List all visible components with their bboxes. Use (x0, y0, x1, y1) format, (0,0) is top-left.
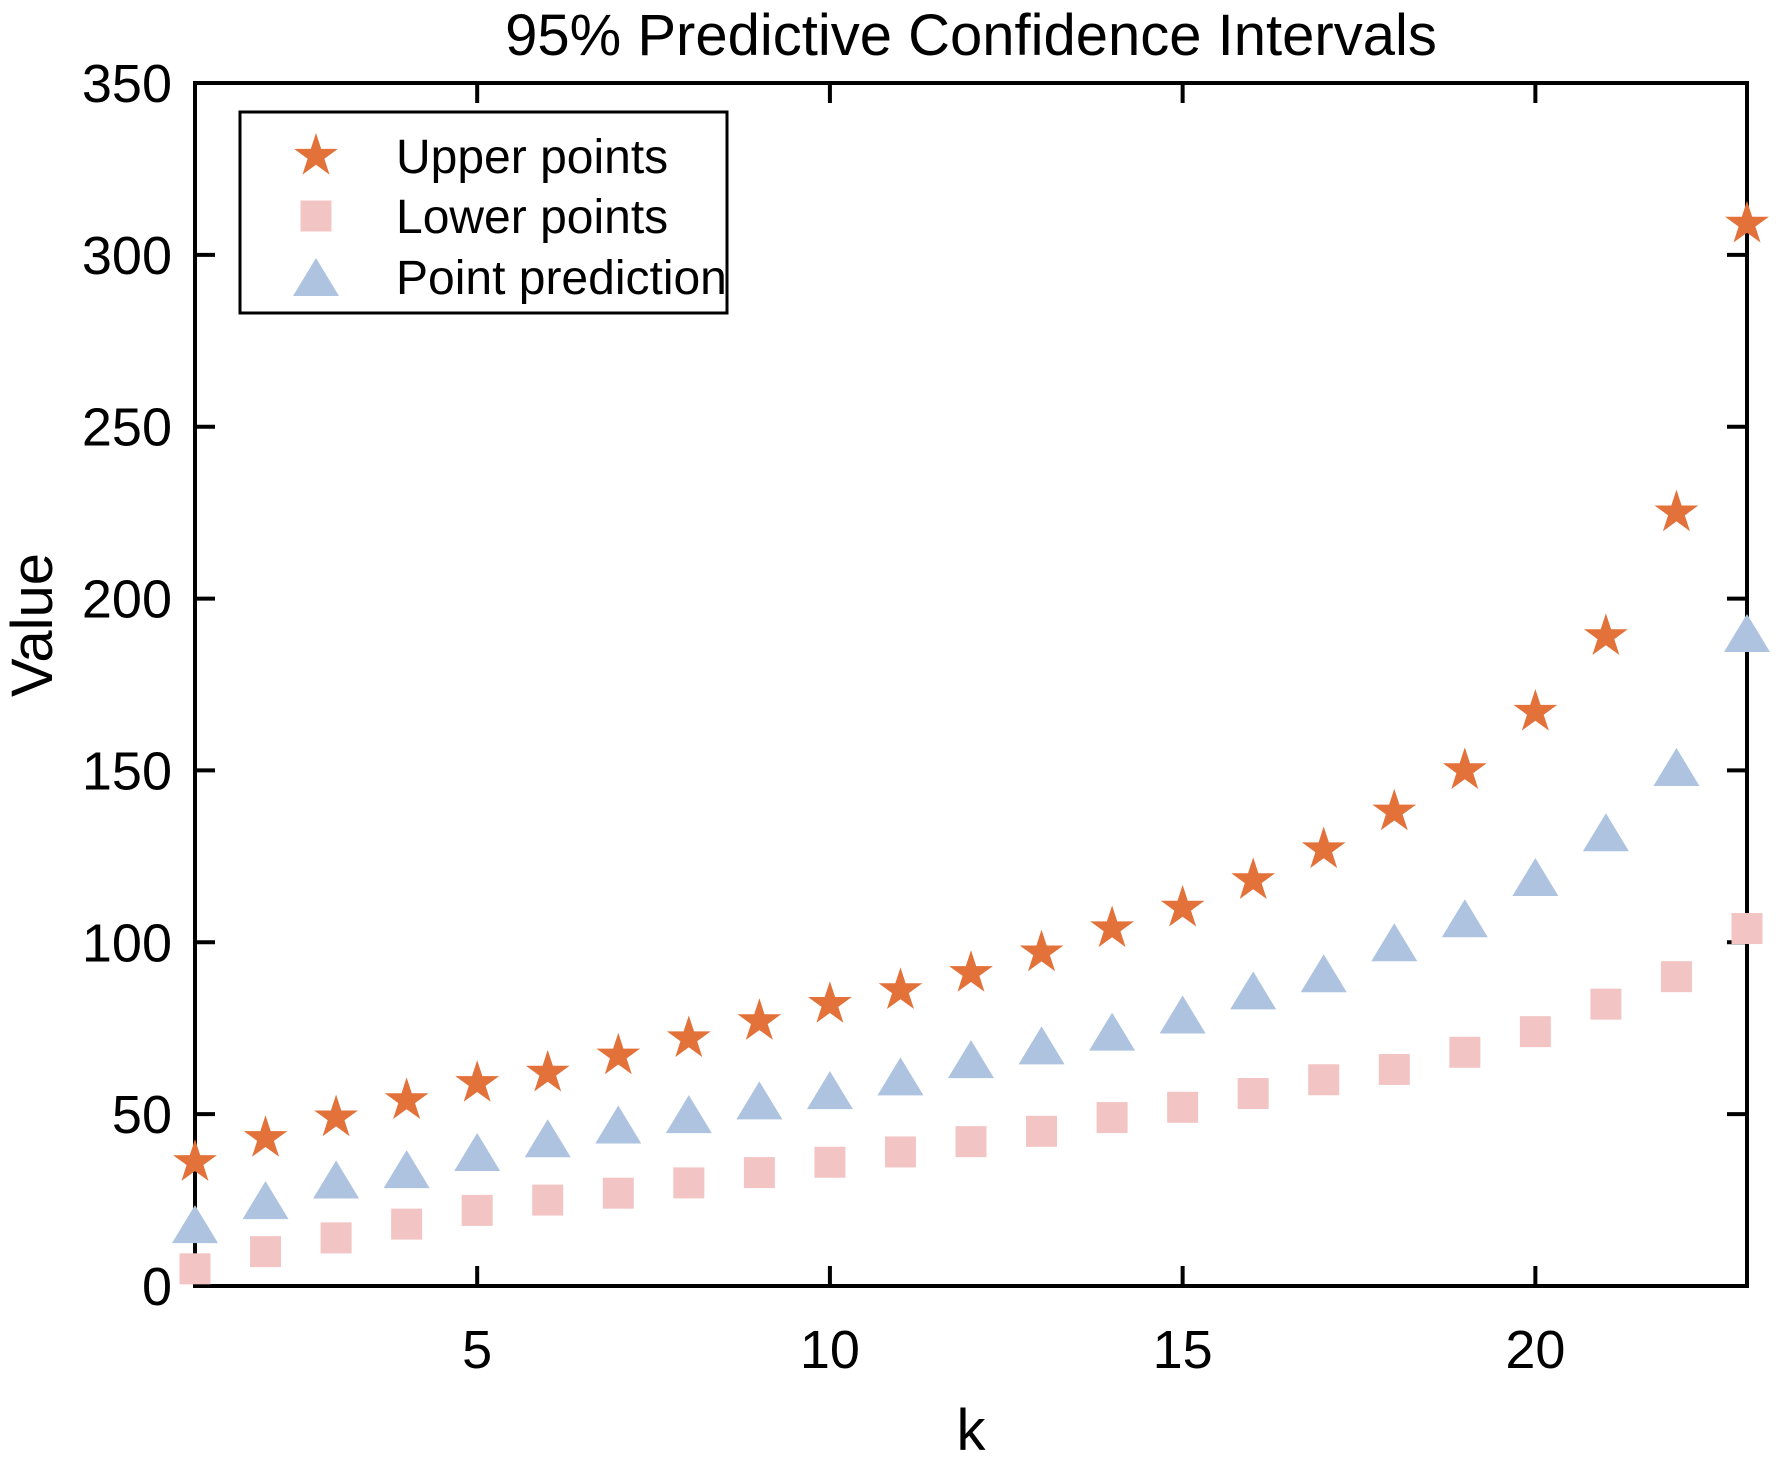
x-tick-label: 15 (1153, 1320, 1213, 1380)
data-point-marker (1654, 489, 1699, 532)
data-point-marker (1653, 747, 1700, 786)
data-point-marker (596, 1032, 641, 1075)
data-point-marker (461, 1194, 493, 1226)
series-square (179, 913, 1763, 1285)
data-point-marker (814, 1146, 846, 1178)
data-point-marker (877, 1057, 924, 1096)
data-point-marker (1300, 954, 1347, 993)
data-point-marker (1449, 1036, 1481, 1068)
data-point-marker (1590, 988, 1622, 1020)
data-point-marker (1582, 813, 1629, 852)
y-tick-label: 50 (112, 1085, 172, 1145)
data-point-marker (1096, 1102, 1128, 1134)
data-point-marker (1372, 788, 1417, 831)
data-point-marker (525, 1049, 570, 1092)
data-point-marker (524, 1119, 571, 1158)
data-point-marker (878, 967, 923, 1009)
data-point-marker (391, 1208, 423, 1240)
legend-label: Upper points (396, 131, 668, 184)
data-point-marker (1308, 1064, 1340, 1096)
data-point-marker (808, 981, 852, 1023)
data-point-marker (1090, 905, 1134, 948)
data-point-marker (243, 1115, 288, 1157)
data-point-marker (737, 998, 782, 1040)
data-point-marker (665, 1095, 712, 1134)
data-point-marker (313, 1160, 360, 1199)
plot-area-border (193, 81, 1749, 1288)
data-point-marker (595, 1105, 642, 1144)
data-point-marker (743, 1157, 775, 1189)
data-point-marker (1519, 1016, 1551, 1048)
data-point-marker (1731, 913, 1763, 945)
data-point-marker (1301, 826, 1346, 869)
legend-label: Point prediction (396, 252, 727, 305)
data-point-marker (454, 1132, 501, 1171)
data-point-marker (320, 1222, 352, 1254)
data-point-marker (948, 1040, 994, 1079)
y-axis-label: Value (0, 553, 65, 697)
data-point-marker (1026, 1115, 1058, 1147)
x-tick-label: 20 (1505, 1320, 1565, 1380)
data-point-marker (1378, 1053, 1410, 1085)
x-axis-label: k (957, 1398, 987, 1459)
data-point-marker (384, 1077, 429, 1119)
data-point-marker (949, 950, 993, 992)
data-point-marker (1441, 899, 1488, 938)
data-point-marker (1237, 1078, 1269, 1110)
y-tick-label: 250 (82, 398, 172, 458)
legend-label: Lower points (396, 191, 668, 244)
data-point-marker (1660, 961, 1692, 993)
legend-star-icon (294, 133, 338, 175)
y-tick-label: 150 (82, 741, 172, 801)
data-point-marker (172, 1205, 218, 1244)
legend: Upper points Lower points Point prediction (238, 110, 729, 315)
data-point-marker (179, 1253, 211, 1285)
data-point-marker (955, 1126, 987, 1158)
legend-square-icon (300, 200, 332, 232)
data-point-marker (1160, 884, 1205, 927)
y-tick-label: 0 (142, 1257, 172, 1317)
data-point-marker (1724, 613, 1770, 652)
data-point-marker (1371, 923, 1418, 962)
data-point-marker (884, 1136, 916, 1168)
data-point-marker (1159, 995, 1206, 1034)
y-tick-label: 350 (82, 54, 172, 114)
data-point-marker (1019, 929, 1064, 972)
y-tick-label: 200 (82, 570, 172, 630)
y-tick-label: 300 (82, 226, 172, 286)
data-point-marker (455, 1060, 500, 1102)
data-point-marker (1231, 857, 1276, 899)
data-point-marker (1584, 613, 1628, 655)
data-point-marker (1513, 689, 1558, 731)
data-point-marker (1442, 747, 1487, 789)
data-point-marker (1167, 1091, 1199, 1123)
data-point-marker (1089, 1012, 1136, 1051)
data-point-marker (666, 1015, 711, 1058)
data-point-marker (1512, 857, 1559, 896)
y-tick-label: 100 (82, 913, 172, 973)
chart-title: 95% Predictive Confidence Intervals (505, 3, 1437, 68)
data-point-marker (242, 1181, 289, 1220)
series-triangle (172, 613, 1770, 1244)
data-point-marker (383, 1150, 430, 1189)
data-point-marker (1725, 200, 1769, 243)
data-point-marker (314, 1094, 358, 1137)
series-star (173, 200, 1769, 1181)
x-tick-label: 10 (800, 1320, 860, 1380)
data-point-marker (602, 1177, 634, 1209)
data-point-marker (532, 1184, 564, 1216)
data-point-marker (736, 1081, 783, 1120)
data-point-marker (1230, 971, 1277, 1010)
data-point-marker (673, 1167, 705, 1199)
data-point-marker (173, 1139, 217, 1181)
legend-triangle-icon (293, 258, 339, 296)
data-point-marker (806, 1071, 853, 1110)
data-point-marker (250, 1236, 282, 1268)
data-point-marker (1018, 1026, 1065, 1065)
x-tick-label: 5 (462, 1320, 492, 1380)
